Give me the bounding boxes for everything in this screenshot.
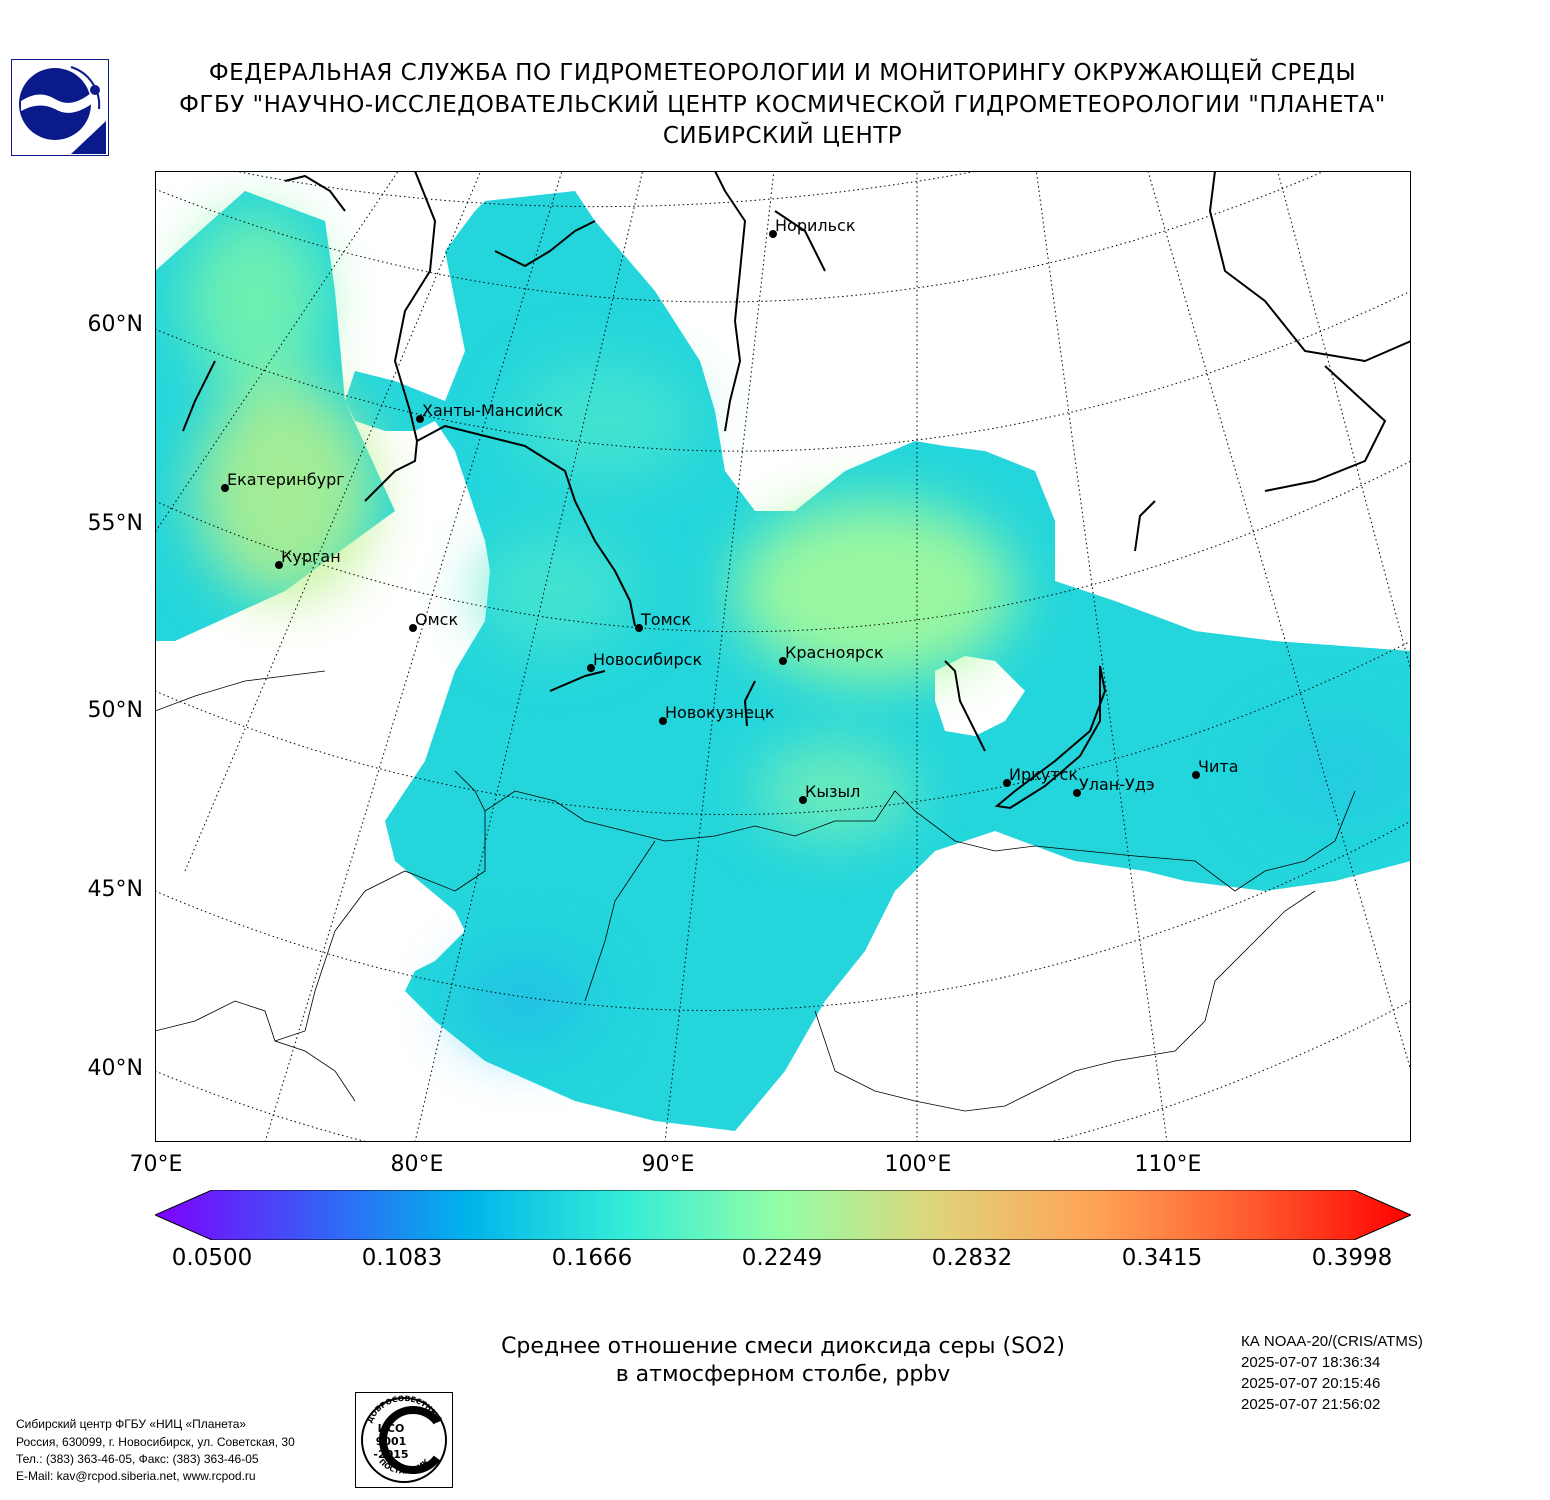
colorbar-tick-5: 0.3415 [1121,1245,1203,1271]
lat-label-45: 45°N [87,877,143,902]
city-marker [221,484,229,492]
lat-label-60: 60°N [87,312,143,337]
city-label: Чита [1198,757,1239,776]
city-label: Курган [281,547,341,566]
city-marker [769,230,777,238]
city-marker [1192,771,1200,779]
lon-label-100: 100°E [884,1152,952,1177]
footer-org: Сибирский центр ФГБУ «НИЦ «Планета» [16,1417,247,1431]
lon-label-70: 70°E [129,1152,183,1177]
footer-phone: Тел.: (383) 363-46-05, Факс: (383) 363-4… [16,1452,259,1466]
svg-text:ИСО: ИСО [378,1422,405,1435]
planeta-logo [11,59,109,156]
satellite-time-1: 2025-07-07 18:36:34 [1241,1354,1381,1371]
city-marker [275,561,283,569]
graticule [155,171,1411,1142]
satellite-time-2: 2025-07-07 20:15:46 [1241,1375,1381,1392]
footer-email: E-Mail: kav@rcpod.siberia.net, www.rcpod… [16,1469,256,1483]
lake-baikal [994,665,1107,810]
city-marker [799,796,807,804]
caption-line1: Среднее отношение смеси диоксида серы (S… [501,1334,1065,1359]
city-label: Кызыл [805,782,860,801]
so2-map: Норильск Ханты-Мансийск Екатеринбург Курган… [155,171,1411,1142]
colorbar-tick-3: 0.2249 [741,1245,823,1271]
rivers [182,171,1411,752]
svg-text:-2015: -2015 [373,1448,408,1461]
colorbar-tick-6: 0.3998 [1311,1245,1393,1271]
map-frame [155,171,1411,1142]
city-label: Красноярск [785,643,884,662]
header-title-line1: ФЕДЕРАЛЬНАЯ СЛУЖБА ПО ГИДРОМЕТЕОРОЛОГИИ … [208,60,1357,86]
city-marker [659,717,667,725]
city-label: Новосибирск [593,650,702,669]
city-marker [409,624,417,632]
so2-highlights [185,211,1411,1051]
colorbar-tick-0: 0.0500 [171,1245,253,1271]
header-title-line3: СИБИРСКИЙ ЦЕНТР [662,123,903,149]
borders [155,670,1356,1112]
city-marker [587,664,595,672]
satellite-instrument: КА NOAA-20/(CRIS/ATMS) [1241,1333,1423,1350]
city-marker [1003,779,1011,787]
svg-text:9001: 9001 [376,1435,407,1448]
caption-line2: в атмосферном столбе, ppbv [615,1362,951,1387]
city-marker [635,624,643,632]
city-label: Омск [415,610,458,629]
colorbar-tick-1: 0.1083 [361,1245,443,1271]
city-marker [416,415,424,423]
colorbar-tick-4: 0.2832 [931,1245,1013,1271]
lon-label-80: 80°E [390,1152,444,1177]
satellite-time-3: 2025-07-07 21:56:02 [1241,1396,1381,1413]
city-markers: Норильск Ханты-Мансийск Екатеринбург Курган… [221,216,1239,804]
city-label: Томск [640,610,691,629]
header-title-line2: ФГБУ "НАУЧНО-ИССЛЕДОВАТЕЛЬСКИЙ ЦЕНТР КОС… [179,92,1386,118]
colorbar-tick-2: 0.1666 [551,1245,633,1271]
city-label: Иркутск [1009,765,1078,784]
lat-label-50: 50°N [87,698,143,723]
footer-address: Россия, 630099, г. Новосибирск, ул. Сове… [16,1435,295,1449]
city-label: Норильск [775,216,856,235]
city-label: Новокузнецк [665,703,775,722]
iso-9001-badge: ДОБРОСОВЕСТНЫЙ ПОСТАВЩИК ИСО 9001 -2015 [355,1392,453,1488]
city-label: Улан-Удэ [1079,775,1155,794]
lat-label-55: 55°N [87,511,143,536]
city-label: Екатеринбург [227,470,345,489]
city-label: Ханты-Мансийск [422,401,563,420]
city-marker [779,657,787,665]
lon-label-90: 90°E [641,1152,695,1177]
lat-label-40: 40°N [87,1056,143,1081]
city-marker [1073,789,1081,797]
colorbar [153,1189,1413,1241]
lon-label-110: 110°E [1134,1152,1202,1177]
